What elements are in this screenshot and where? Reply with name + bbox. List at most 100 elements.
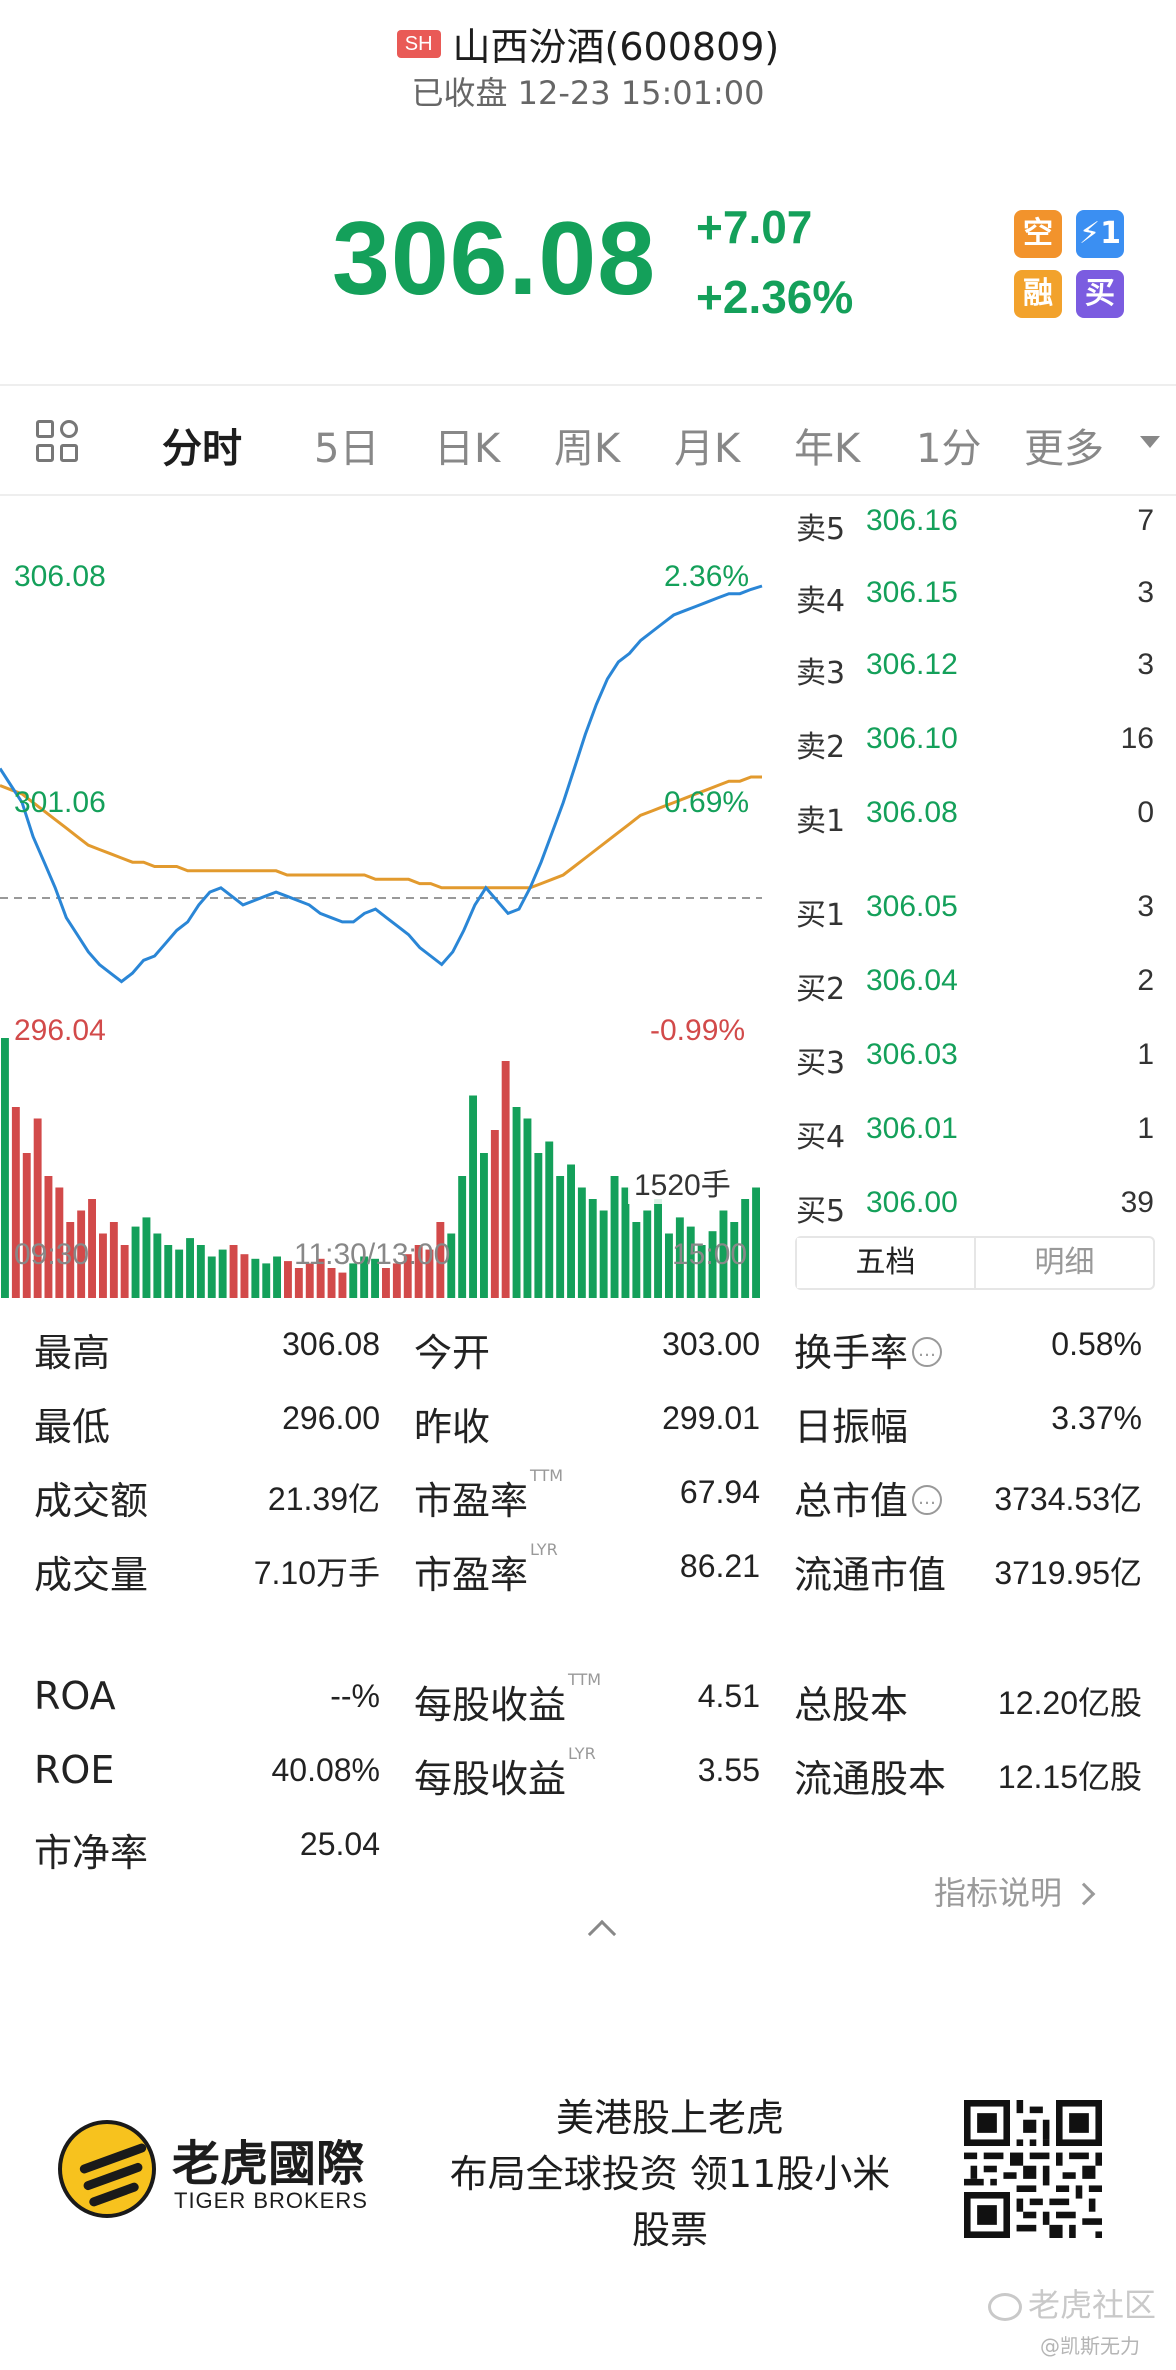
- ask-row-3: 卖3 306.12 3: [790, 648, 1160, 698]
- stat-low: 最低 296.00: [34, 1396, 380, 1456]
- tab-yearly-k[interactable]: 年K: [794, 426, 861, 472]
- exchange-badge: SH: [396, 29, 441, 58]
- qr-code-icon: [964, 2100, 1102, 2238]
- stat-value: 299.01: [662, 1400, 760, 1436]
- chevron-up-icon[interactable]: [587, 1919, 617, 1949]
- indicator-help-link[interactable]: 指标说明: [934, 1868, 1096, 1914]
- stat-value: 0.58%: [1051, 1326, 1142, 1362]
- bid-price: 306.04: [866, 964, 958, 997]
- tab-trade-detail[interactable]: 明细: [1034, 1245, 1095, 1280]
- bid-row-1: 买1 306.05 3: [790, 890, 1160, 940]
- info-icon[interactable]: …: [912, 1336, 943, 1367]
- stat-total-shares: 总股本 12.20亿股: [794, 1674, 1142, 1734]
- ask-row-1: 卖1 306.08 0: [790, 796, 1160, 846]
- order-book-tabs: 五档 明细: [795, 1236, 1155, 1290]
- stat-label-sup: LYR: [530, 1540, 558, 1559]
- stat-value: 40.08%: [271, 1752, 380, 1788]
- ask-label: 卖5: [796, 512, 846, 547]
- volume-bar: [164, 1245, 173, 1298]
- volume-bar: [382, 1268, 390, 1298]
- stat-value: 296.00: [282, 1400, 380, 1436]
- tab-5day[interactable]: 5日: [314, 426, 380, 472]
- volume-bar: [643, 1210, 652, 1298]
- volume-bar: [523, 1118, 532, 1298]
- chevron-right-icon: [1072, 1882, 1096, 1906]
- ask-qty: 7: [1137, 504, 1154, 537]
- tab-1min[interactable]: 1分: [916, 426, 982, 472]
- volume-bar: [752, 1187, 760, 1298]
- volume-bar: [556, 1176, 565, 1298]
- stat-open: 今开 303.00: [414, 1322, 760, 1382]
- volume-bar: [218, 1249, 227, 1298]
- tab-more[interactable]: 更多: [1024, 426, 1104, 472]
- community-label: 老虎社区: [1028, 2286, 1157, 2324]
- tab-daily-k[interactable]: 日K: [434, 426, 501, 472]
- y-tick-low: 296.04: [14, 1014, 106, 1047]
- y-tick-pct-high: 2.36%: [664, 560, 750, 593]
- volume-bar: [240, 1254, 249, 1298]
- volume-label: 1520手: [628, 1160, 737, 1204]
- stat-market-cap: 总市值… 3734.53亿: [794, 1470, 1142, 1530]
- volume-bar: [730, 1222, 739, 1298]
- ask-price: 306.15: [866, 576, 958, 609]
- intraday-chart[interactable]: 306.08 301.06 296.04 2.36% 0.69% -0.99% …: [0, 498, 770, 1298]
- ask-qty: 0: [1137, 796, 1154, 829]
- short-sell-button[interactable]: 空: [1014, 210, 1062, 258]
- stat-label: 换手率…: [794, 1322, 943, 1377]
- volume-bar: [349, 1263, 358, 1298]
- tab-weekly-k[interactable]: 周K: [554, 426, 621, 472]
- ad-line-3: 股票: [631, 2208, 708, 2252]
- volume-bar: [142, 1217, 151, 1298]
- chevron-down-icon[interactable]: [1140, 436, 1160, 448]
- bid-label: 买5: [796, 1194, 846, 1229]
- volume-bar: [719, 1210, 728, 1298]
- volume-bar: [577, 1187, 586, 1298]
- tab-five-levels[interactable]: 五档: [797, 1238, 976, 1288]
- price-change: +7.07: [696, 201, 813, 253]
- author-watermark: @凯斯无力: [1040, 2334, 1140, 2358]
- bid-qty: 2: [1137, 964, 1154, 997]
- stat-label: 市盈率TTM: [414, 1466, 563, 1525]
- stat-label: 成交额: [34, 1479, 149, 1523]
- stat-value: 3719.95亿: [994, 1555, 1142, 1591]
- volume-bar: [294, 1268, 303, 1298]
- brand-name-en: TIGER BROKERS: [174, 2188, 368, 2213]
- stats-grid: 最高 306.08 今开 303.00 换手率… 0.58% 最低 296.00…: [0, 1310, 1176, 1875]
- stat-label-text: 总市值: [794, 1479, 909, 1523]
- y-tick-pct-low: -0.99%: [650, 1014, 746, 1047]
- bid-row-2: 买2 306.04 2: [790, 964, 1160, 1014]
- x-tick-midday: 11:30/13:00: [294, 1238, 451, 1271]
- buy-button[interactable]: 买: [1076, 270, 1124, 318]
- margin-button[interactable]: 融: [1014, 270, 1062, 318]
- bid-price: 306.05: [866, 890, 958, 923]
- volume-bar: [632, 1222, 641, 1298]
- quote-panel: 306.08 +7.07 +2.36% 空 ⚡1 融 买: [0, 190, 1176, 330]
- stat-label: 每股收益LYR: [414, 1744, 596, 1803]
- volume-bar: [654, 1199, 662, 1298]
- order-book: 卖5 306.16 7 卖4 306.15 3 卖3 306.12 3 卖2 3…: [790, 500, 1160, 1280]
- info-icon[interactable]: …: [912, 1484, 943, 1515]
- volume-bar: [425, 1249, 434, 1298]
- last-price: 306.08: [332, 201, 657, 317]
- price-change-percent: +2.36%: [696, 271, 854, 323]
- stat-label-text: 每股收益: [414, 1683, 567, 1727]
- stat-value: 25.04: [299, 1826, 380, 1862]
- tab-monthly-k[interactable]: 月K: [674, 426, 741, 472]
- lightning-order-button[interactable]: ⚡1: [1076, 210, 1124, 258]
- stat-value: 4.51: [697, 1678, 760, 1714]
- volume-bar: [44, 1176, 53, 1298]
- stat-label-sup: TTM: [568, 1670, 602, 1689]
- stat-label-text: 每股收益: [414, 1757, 567, 1801]
- volume-bar: [567, 1164, 575, 1298]
- tiger-brokers-ad[interactable]: 老虎國際 TIGER BROKERS 美港股上老虎 布局全球投资 领11股小米 …: [0, 2060, 1176, 2310]
- volume-bar: [621, 1187, 630, 1298]
- stat-turnover: 换手率… 0.58%: [794, 1322, 1142, 1382]
- bid-row-5: 买5 306.00 39: [790, 1186, 1160, 1236]
- bid-label: 买4: [796, 1120, 846, 1155]
- volume-bar: [88, 1199, 96, 1298]
- volume-bar: [403, 1254, 412, 1298]
- grid-layout-icon[interactable]: [36, 420, 82, 466]
- volume-bar: [316, 1258, 325, 1298]
- tab-intraday[interactable]: 分时: [162, 426, 242, 472]
- volume-bar: [153, 1233, 162, 1298]
